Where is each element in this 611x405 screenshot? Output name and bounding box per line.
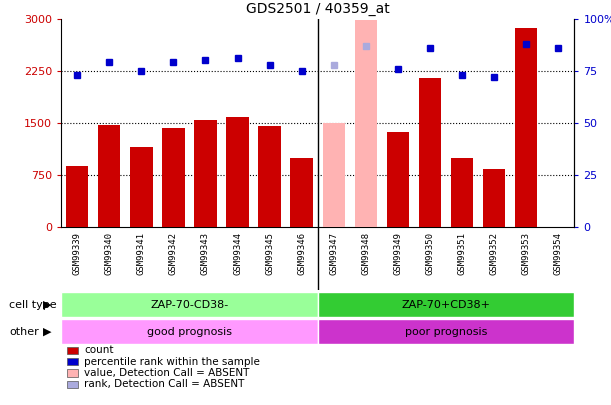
Text: ZAP-70-CD38-: ZAP-70-CD38- xyxy=(150,300,229,309)
Text: GSM99339: GSM99339 xyxy=(73,232,82,275)
Text: GSM99340: GSM99340 xyxy=(104,232,114,275)
Bar xyxy=(451,158,474,227)
Text: other: other xyxy=(9,327,39,337)
Bar xyxy=(61,319,318,344)
Bar xyxy=(419,79,441,227)
Bar xyxy=(226,117,249,227)
Bar xyxy=(98,125,120,227)
Text: percentile rank within the sample: percentile rank within the sample xyxy=(84,357,260,367)
Bar xyxy=(318,319,574,344)
Title: GDS2501 / 40359_at: GDS2501 / 40359_at xyxy=(246,2,390,16)
Bar xyxy=(61,292,318,317)
Bar xyxy=(290,158,313,227)
Text: rank, Detection Call = ABSENT: rank, Detection Call = ABSENT xyxy=(84,379,244,389)
Bar xyxy=(130,147,153,227)
Text: count: count xyxy=(84,345,114,355)
Bar xyxy=(515,28,538,227)
Text: ▶: ▶ xyxy=(43,300,52,309)
Text: GSM99342: GSM99342 xyxy=(169,232,178,275)
Bar xyxy=(323,123,345,227)
Text: GSM99344: GSM99344 xyxy=(233,232,242,275)
Text: GSM99341: GSM99341 xyxy=(137,232,146,275)
Text: good prognosis: good prognosis xyxy=(147,327,232,337)
Text: GSM99343: GSM99343 xyxy=(201,232,210,275)
Bar xyxy=(354,20,377,227)
Bar xyxy=(162,128,185,227)
Bar xyxy=(66,166,89,227)
Bar xyxy=(258,126,281,227)
Text: ▶: ▶ xyxy=(43,327,52,337)
Text: GSM99354: GSM99354 xyxy=(554,232,563,275)
Text: GSM99345: GSM99345 xyxy=(265,232,274,275)
Text: poor prognosis: poor prognosis xyxy=(405,327,487,337)
Bar xyxy=(387,132,409,227)
Text: GSM99349: GSM99349 xyxy=(393,232,403,275)
Text: GSM99353: GSM99353 xyxy=(522,232,531,275)
Text: GSM99346: GSM99346 xyxy=(297,232,306,275)
Text: GSM99350: GSM99350 xyxy=(425,232,434,275)
Bar xyxy=(318,292,574,317)
Bar xyxy=(483,170,505,227)
Text: value, Detection Call = ABSENT: value, Detection Call = ABSENT xyxy=(84,368,250,378)
Text: GSM99351: GSM99351 xyxy=(458,232,467,275)
Text: cell type: cell type xyxy=(9,300,57,309)
Text: GSM99347: GSM99347 xyxy=(329,232,338,275)
Bar xyxy=(194,120,217,227)
Text: GSM99352: GSM99352 xyxy=(489,232,499,275)
Text: ZAP-70+CD38+: ZAP-70+CD38+ xyxy=(401,300,491,309)
Text: GSM99348: GSM99348 xyxy=(361,232,370,275)
